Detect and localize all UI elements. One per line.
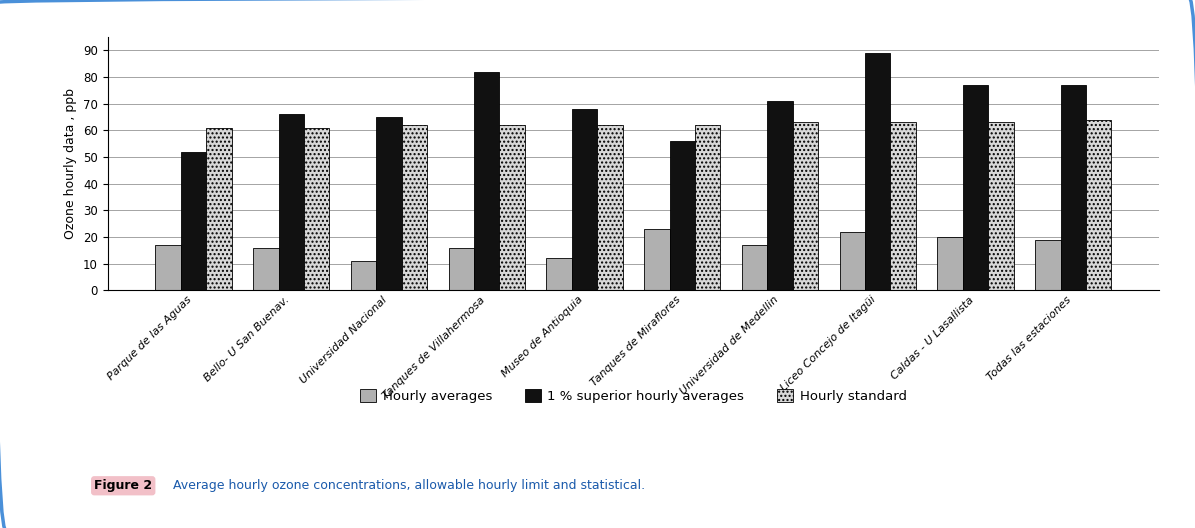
Bar: [1060, 85, 1086, 290]
Bar: [840, 232, 865, 290]
Bar: [253, 248, 278, 290]
Bar: [278, 115, 304, 290]
Bar: [571, 109, 598, 290]
Bar: [304, 128, 330, 290]
Bar: [474, 72, 500, 290]
Bar: [937, 237, 963, 290]
Bar: [792, 122, 819, 290]
Bar: [598, 125, 623, 290]
Text: Average hourly ozone concentrations, allowable hourly limit and statistical.: Average hourly ozone concentrations, all…: [173, 479, 645, 492]
Bar: [890, 122, 915, 290]
Bar: [155, 245, 180, 290]
Bar: [988, 122, 1013, 290]
Bar: [351, 261, 376, 290]
Bar: [180, 152, 207, 290]
Bar: [207, 128, 232, 290]
Bar: [865, 53, 890, 290]
Bar: [500, 125, 525, 290]
Bar: [963, 85, 988, 290]
Bar: [742, 245, 767, 290]
Bar: [1086, 120, 1111, 290]
Bar: [546, 258, 571, 290]
Bar: [669, 141, 695, 290]
Bar: [402, 125, 427, 290]
Legend: Hourly averages, 1 % superior hourly averages, Hourly standard: Hourly averages, 1 % superior hourly ave…: [355, 384, 912, 408]
Bar: [767, 101, 792, 290]
Y-axis label: Ozone hourly data , ppb: Ozone hourly data , ppb: [65, 88, 78, 239]
Text: Figure 2: Figure 2: [94, 479, 152, 492]
Bar: [1035, 240, 1060, 290]
Bar: [448, 248, 474, 290]
Bar: [695, 125, 721, 290]
Bar: [644, 229, 669, 290]
Bar: [376, 117, 402, 290]
